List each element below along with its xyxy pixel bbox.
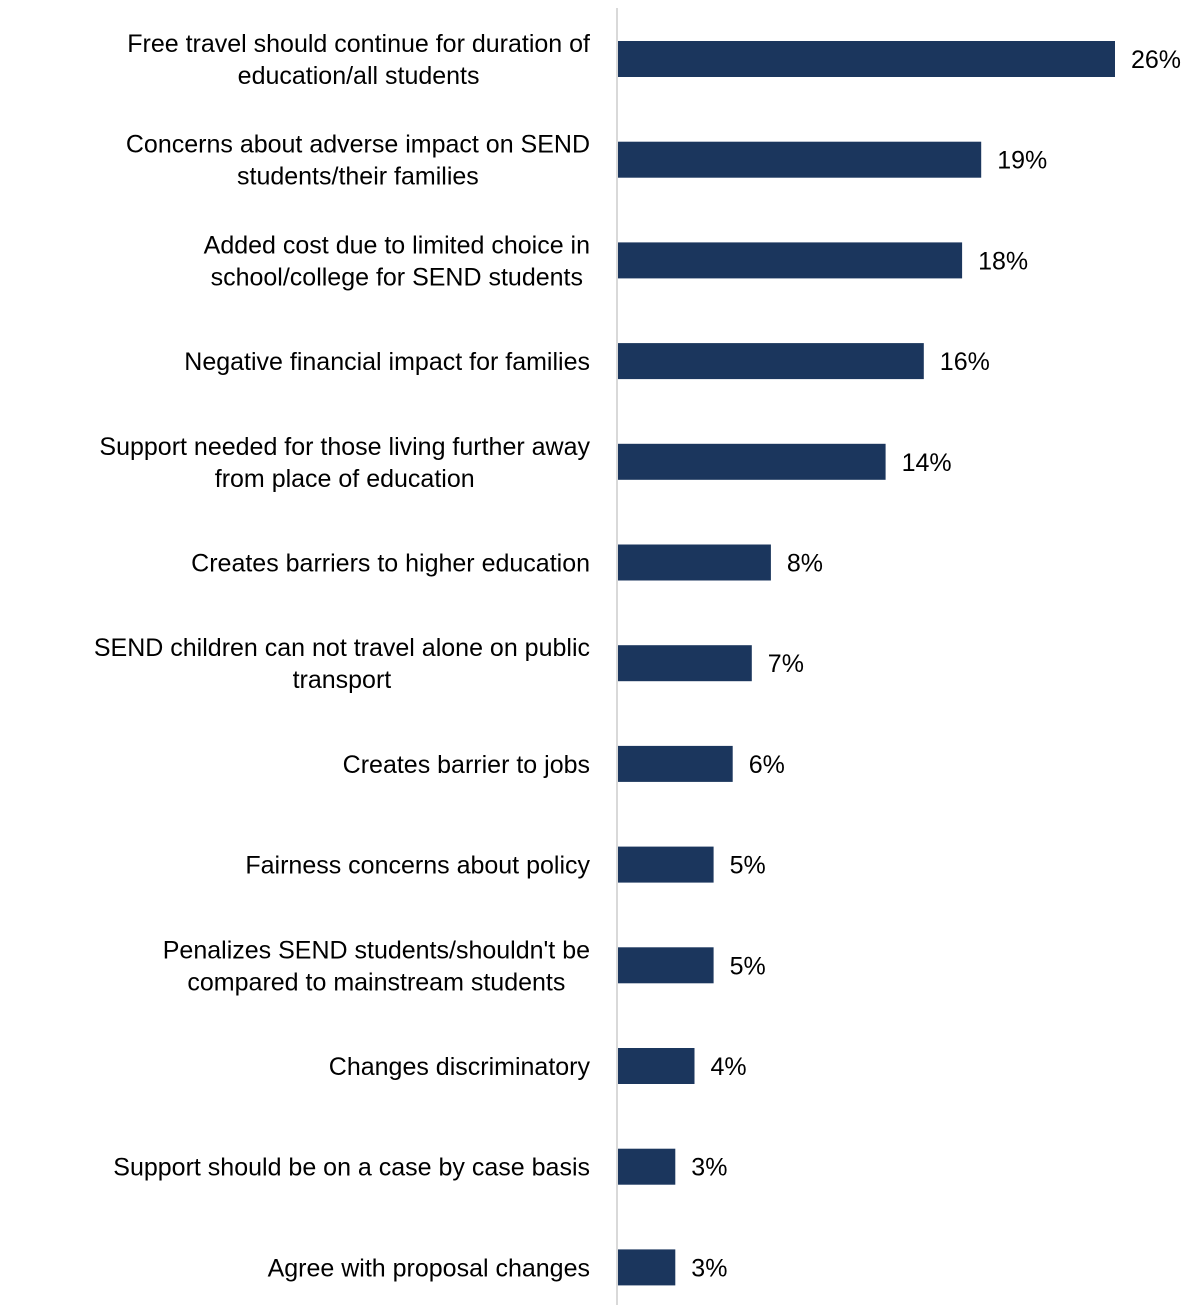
value-label: 8% bbox=[787, 550, 823, 578]
bar bbox=[618, 745, 733, 782]
category-label-line: compared to mainstream students bbox=[187, 968, 565, 996]
value-label: 3% bbox=[691, 1254, 727, 1282]
value-label: 26% bbox=[1131, 46, 1181, 74]
category-label: Free travel should continue for duration… bbox=[127, 30, 590, 90]
category-label-line: school/college for SEND students bbox=[211, 263, 583, 291]
category-label-line: Penalizes SEND students/shouldn't be bbox=[163, 936, 590, 964]
bar bbox=[618, 645, 752, 682]
value-label: 7% bbox=[768, 650, 804, 678]
category-label-line: SEND children can not travel alone on pu… bbox=[94, 634, 590, 662]
value-labels-group: 26% 19% 18% 16% 14% 8% 7% 6% 5% 5% 4% 3% 3% bbox=[691, 46, 1181, 1282]
value-label: 6% bbox=[749, 751, 785, 779]
category-labels-group: Free travel should continue for duration… bbox=[94, 30, 591, 1282]
category-label: SEND children can not travel alone on pu… bbox=[94, 634, 590, 694]
value-label: 19% bbox=[997, 147, 1047, 175]
bar bbox=[618, 1249, 676, 1286]
bar bbox=[618, 1048, 695, 1084]
category-label: Agree with proposal changes bbox=[268, 1254, 590, 1282]
category-label: Fairness concerns about policy bbox=[245, 852, 590, 880]
category-label: Creates barriers to higher education bbox=[191, 550, 590, 578]
category-label-line: Free travel should continue for duration… bbox=[127, 30, 590, 58]
category-label: Support should be on a case by case basi… bbox=[113, 1154, 590, 1182]
category-label: Concerns about adverse impact on SEND stu… bbox=[126, 131, 590, 191]
bar bbox=[618, 947, 714, 984]
category-label-line: from place of education bbox=[215, 465, 475, 493]
value-label: 14% bbox=[902, 449, 952, 477]
bar bbox=[618, 544, 771, 581]
value-label: 16% bbox=[940, 348, 990, 376]
bars-group bbox=[618, 41, 1115, 1286]
category-label: Penalizes SEND students/shouldn't be comp… bbox=[163, 936, 590, 996]
category-label-line: students/their families bbox=[237, 163, 479, 191]
bar bbox=[618, 443, 886, 480]
value-label: 3% bbox=[691, 1154, 727, 1182]
bar bbox=[618, 1148, 676, 1185]
category-label-line: Concerns about adverse impact on SEND bbox=[126, 131, 590, 159]
value-label: 5% bbox=[730, 952, 766, 980]
bar bbox=[618, 41, 1115, 77]
value-label: 5% bbox=[730, 852, 766, 880]
bar bbox=[618, 846, 714, 883]
bar bbox=[618, 242, 963, 279]
category-label-line: Support needed for those living further … bbox=[99, 433, 590, 461]
category-label-line: transport bbox=[293, 666, 392, 694]
value-label: 4% bbox=[711, 1053, 747, 1081]
category-label: Creates barrier to jobs bbox=[343, 751, 590, 779]
category-label: Support needed for those living further … bbox=[99, 433, 590, 493]
value-label: 18% bbox=[978, 247, 1028, 275]
category-label-line: Added cost due to limited choice in bbox=[204, 231, 590, 259]
category-label-line: education/all students bbox=[238, 62, 480, 90]
category-label: Added cost due to limited choice in schoo… bbox=[204, 231, 590, 291]
category-label: Changes discriminatory bbox=[329, 1053, 591, 1081]
bar bbox=[618, 141, 982, 178]
bar bbox=[618, 343, 924, 380]
category-label: Negative financial impact for families bbox=[184, 348, 590, 376]
